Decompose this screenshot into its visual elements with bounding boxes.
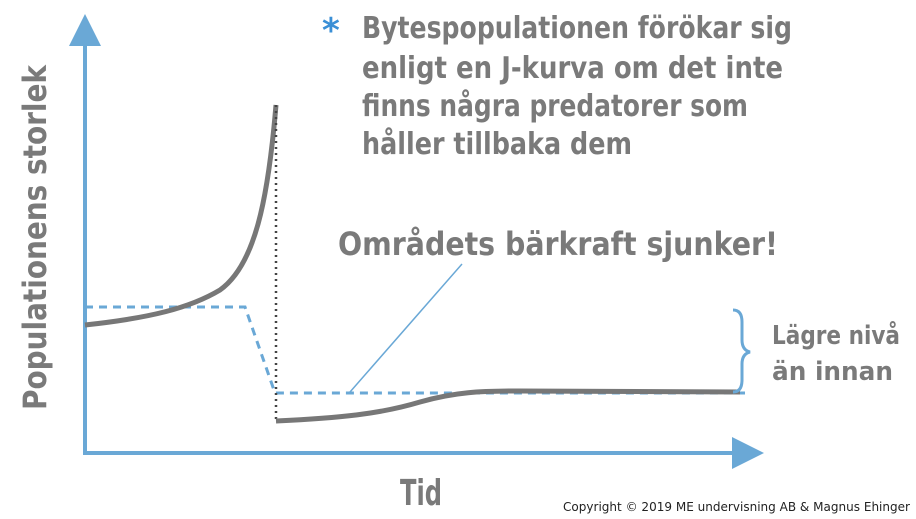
note-line: Bytespopulationen förökar sig	[362, 11, 792, 46]
note-line: enligt en J-kurva om det inte	[362, 51, 783, 86]
population-curve-after	[275, 388, 741, 424]
annotation-pointer	[349, 263, 463, 393]
y-axis-label: Populationens storlek	[16, 64, 54, 410]
copyright: Copyright © 2019 ME undervisning AB & Ma…	[563, 500, 910, 514]
note-line: håller tillbaka dem	[362, 126, 632, 162]
bracket-label: än innan	[772, 357, 893, 387]
carrying-capacity	[85, 305, 745, 395]
x-axis-label: Tid	[400, 473, 442, 514]
note-line: finns några predatorer som	[362, 88, 748, 124]
bracket-label: Lägre nivå	[772, 319, 900, 351]
population-curve	[84, 104, 279, 328]
bracket	[732, 308, 751, 394]
note-marker: *	[322, 11, 340, 51]
annotation: Områdets bärkraft sjunker!	[338, 225, 778, 263]
